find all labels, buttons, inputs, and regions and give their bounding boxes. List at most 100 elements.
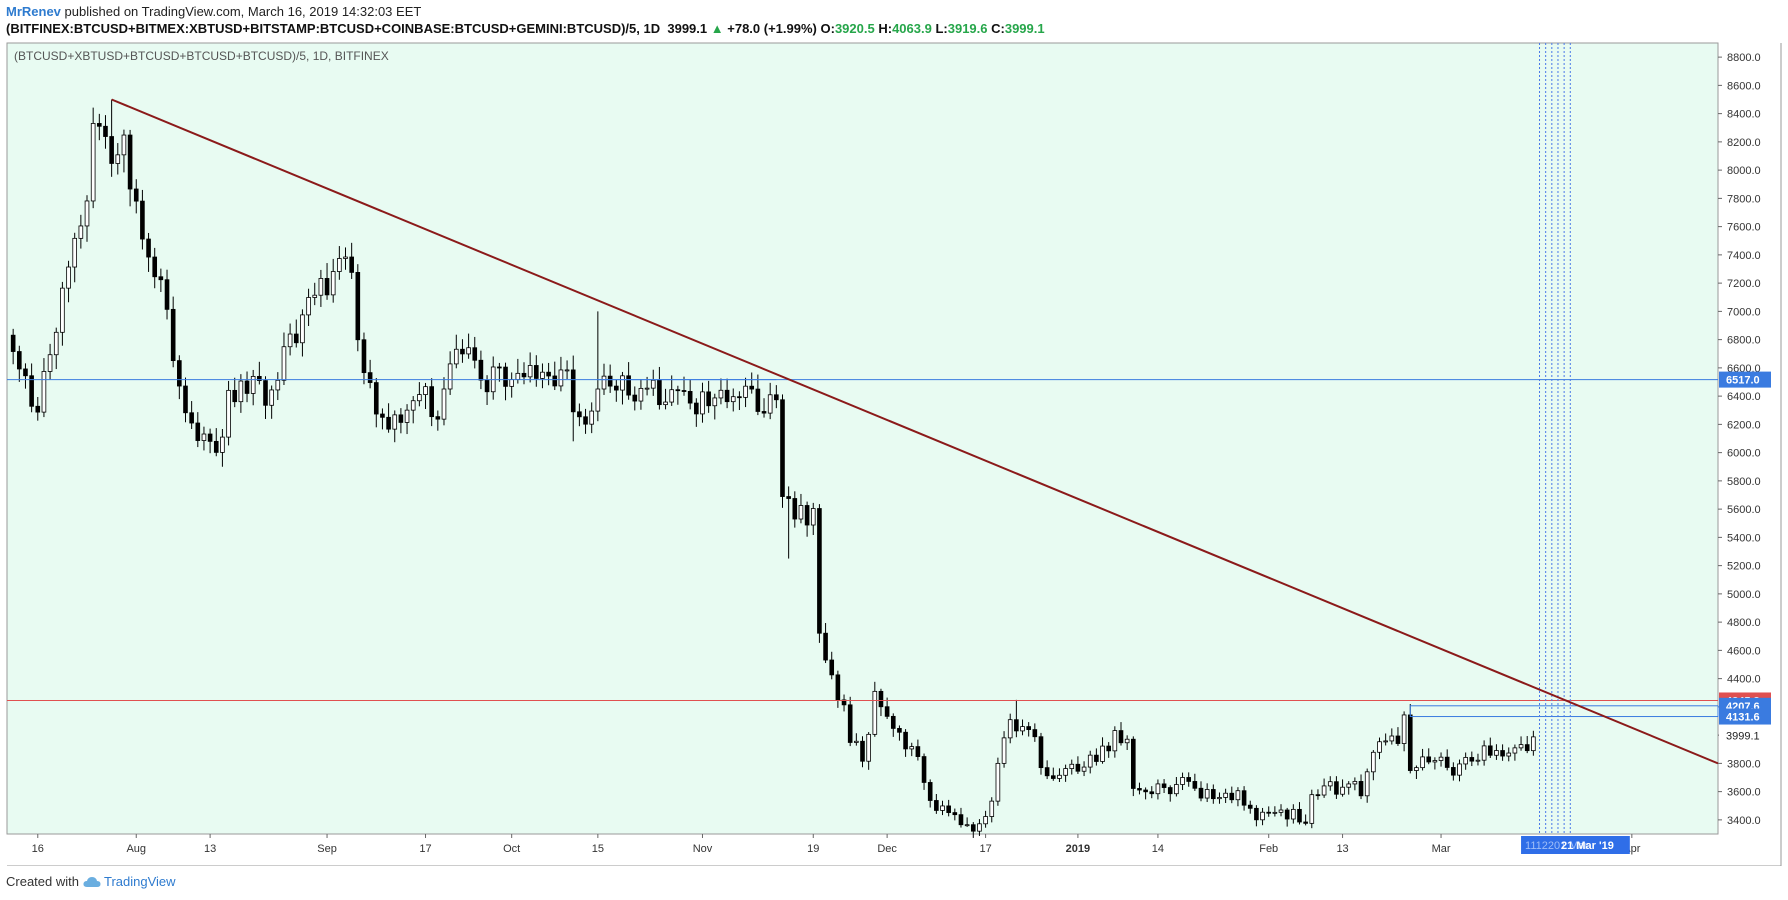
y-tick-label: 6000.0: [1727, 448, 1761, 460]
x-tick-label: 2019: [1066, 843, 1090, 855]
candle-bear: [774, 394, 779, 401]
symbol-bar: (BITFINEX:BTCUSD+BITMEX:XBTUSD+BITSTAMP:…: [6, 21, 1045, 36]
candle-bear: [1229, 792, 1235, 801]
candle-bear: [1395, 735, 1401, 744]
candle-bear: [952, 812, 958, 816]
candle-bull: [1217, 797, 1222, 800]
candle-bull: [1291, 808, 1296, 820]
candle-bull: [1327, 781, 1333, 787]
candle-bull: [1506, 752, 1512, 757]
candle-bear: [170, 308, 176, 362]
candle-bull: [810, 508, 816, 526]
high-value: 4063.9: [892, 21, 932, 36]
candle-bull: [1007, 719, 1013, 739]
candle-bear: [1130, 738, 1136, 789]
candle-bull: [121, 134, 127, 156]
candle-bull: [650, 379, 656, 389]
candle-bear: [817, 508, 822, 634]
candle-bear: [1050, 775, 1056, 779]
created-with-text: Created with: [6, 874, 79, 889]
candle-bear: [657, 379, 662, 406]
candle-bear: [1014, 719, 1019, 732]
candle-bull: [515, 372, 521, 380]
x-tick-label: 17: [419, 843, 431, 855]
candle-bear: [626, 375, 631, 396]
candle-bull: [1531, 736, 1536, 752]
y-tick-label: 4400.0: [1727, 674, 1761, 686]
candle-bear: [755, 388, 761, 412]
candle-bear: [1334, 781, 1339, 795]
candle-bull: [1063, 768, 1068, 776]
candle-bear: [706, 391, 711, 407]
candle-bull: [767, 394, 773, 414]
candle-bear: [189, 412, 194, 424]
candle-bear: [472, 347, 478, 361]
candle-bear: [1500, 750, 1505, 757]
candle-bull: [1432, 760, 1438, 763]
candle-bull: [1057, 774, 1062, 779]
candle-bull: [312, 294, 318, 298]
candle-bull: [1001, 737, 1007, 764]
candle-bull: [1475, 759, 1481, 762]
candle-bear: [293, 333, 299, 344]
candle-bull: [1364, 771, 1370, 797]
candle-bull: [718, 389, 724, 399]
candle-bull: [798, 505, 804, 520]
candle-bear: [792, 498, 798, 520]
candle-bull: [1321, 785, 1327, 796]
candle-bull: [1112, 730, 1118, 752]
y-tick-label: 5400.0: [1727, 532, 1761, 544]
y-tick-label: 7000.0: [1727, 306, 1761, 318]
x-tick-label: Feb: [1259, 843, 1278, 855]
candle-bull: [453, 348, 459, 365]
candle-bear: [1487, 745, 1493, 756]
candle-bear: [675, 389, 681, 392]
candle-bull: [1087, 754, 1093, 768]
candle-bear: [1167, 787, 1173, 795]
candle-bull: [509, 379, 514, 387]
last-price-bg: [1719, 727, 1771, 744]
tradingview-link[interactable]: TradingView: [83, 874, 176, 889]
candlestick-chart[interactable]: (BTCUSD+XBTUSD+BTCUSD+BTCUSD+BTCUSD)/5, …: [6, 42, 1782, 867]
candle-bull: [601, 375, 607, 390]
candle-bear: [1315, 794, 1321, 797]
candle-bull: [269, 389, 274, 406]
candle-bull: [1204, 789, 1210, 799]
trendline: [111, 98, 1719, 765]
author-name[interactable]: MrRenev: [6, 4, 61, 19]
candle-bull: [41, 371, 47, 413]
candle-bull: [281, 346, 287, 381]
candle-bull: [1260, 811, 1265, 821]
chart-container[interactable]: (BTCUSD+XBTUSD+BTCUSD+BTCUSD+BTCUSD)/5, …: [6, 42, 1782, 867]
candle-bull: [564, 369, 570, 372]
candle-bull: [700, 391, 705, 415]
y-tick-label: 4800.0: [1727, 617, 1761, 629]
candle-bear: [1426, 756, 1432, 763]
candle-bull: [447, 363, 453, 390]
candle-bull: [1174, 784, 1179, 795]
date-marker-bg: [1521, 836, 1630, 854]
candle-bear: [109, 136, 114, 164]
candle-bull: [72, 237, 78, 268]
candle-bear: [890, 715, 896, 729]
tradingview-cloud-icon: [83, 876, 101, 887]
candle-bear: [934, 800, 939, 811]
candle-bull: [1463, 757, 1468, 765]
x-tick-label: 13: [204, 843, 216, 855]
candle-bull: [977, 823, 982, 832]
candle-bear: [29, 375, 34, 407]
candle-bull: [423, 386, 428, 395]
candle-bear: [140, 200, 145, 240]
candle-bear: [146, 238, 151, 258]
candle-bear: [257, 375, 262, 381]
x-tick-label: Nov: [693, 843, 713, 855]
x-tick-label: 13: [1336, 843, 1348, 855]
candle-bull: [638, 387, 644, 402]
candle-bear: [97, 123, 102, 127]
candle-bear: [1524, 744, 1530, 752]
price-change: +78.0 (+1.99%): [727, 21, 817, 36]
footer: Created with TradingView: [6, 874, 176, 889]
y-tick-label: 8600.0: [1727, 80, 1761, 92]
candle-bull: [872, 690, 878, 735]
candle-bull: [1481, 745, 1487, 761]
